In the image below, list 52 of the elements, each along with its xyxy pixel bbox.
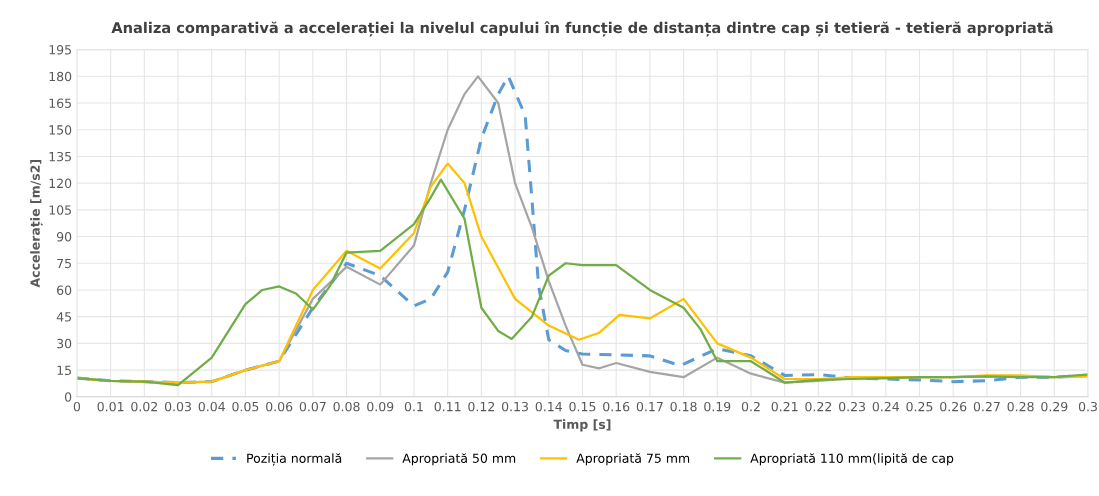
legend-label: Apropriată 50 mm	[402, 453, 516, 466]
y-tick-label: 120	[49, 178, 72, 189]
x-tick-label: 0.15	[569, 401, 596, 412]
y-tick-label: 60	[57, 285, 72, 295]
y-tick-label: 180	[49, 71, 72, 82]
x-tick-label: 0.19	[704, 401, 731, 412]
x-tick-label: 0.16	[603, 401, 630, 412]
x-tick-label: 0.09	[367, 401, 394, 412]
y-tick-label: 30	[57, 338, 72, 349]
x-tick-label: 0.29	[1041, 401, 1068, 412]
y-tick-label: 75	[57, 258, 71, 269]
x-tick-label: 0.14	[535, 401, 562, 412]
x-tick-label: 0.24	[872, 401, 900, 412]
y-tick-label: 15	[57, 365, 71, 376]
x-tick-label: 0.06	[266, 401, 293, 412]
x-tick-label: 0.01	[97, 401, 124, 412]
y-tick-label: 105	[49, 205, 71, 215]
x-tick-label: 0.05	[232, 401, 259, 412]
x-tick-label: 0.23	[839, 401, 866, 412]
y-tick-label: 165	[49, 98, 71, 108]
x-tick-label: 0.12	[468, 401, 495, 412]
y-tick-label: 0	[64, 392, 72, 402]
x-tick-label: 0.17	[636, 401, 663, 412]
x-tick-label: 0.13	[501, 401, 528, 412]
chart-title: Analiza comparativă a accelerației la nivelul capului în funcție de distanța dintre cap și tetieră - tetieră apropriată	[111, 21, 1053, 37]
x-tick-label: 0.28	[1007, 401, 1034, 412]
x-tick-label: 0.18	[670, 401, 697, 412]
y-axis-title: Accelerație [m/s2]	[30, 159, 43, 288]
y-tick-label: 135	[49, 151, 71, 162]
y-tick-label: 90	[56, 232, 72, 242]
y-tick-label: 150	[49, 125, 72, 135]
x-tick-label: 0.2	[741, 401, 760, 412]
x-tick-label: 0.27	[973, 401, 1000, 412]
legend-label: Poziția normală	[247, 453, 342, 466]
x-tick-label: 0.07	[299, 401, 326, 412]
x-tick-label: 0.08	[333, 401, 360, 412]
y-tick-label: 195	[49, 45, 71, 55]
x-axis-title: Timp [s]	[553, 419, 611, 432]
x-tick-label: 0.11	[434, 401, 461, 412]
x-tick-label: 0.1	[404, 401, 423, 412]
x-tick-label: 0.04	[198, 401, 225, 412]
x-tick-label: 0.02	[131, 401, 157, 412]
x-tick-label: 0.03	[164, 401, 191, 412]
x-tick-label: 0.25	[906, 401, 933, 412]
x-tick-label: 0.3	[1078, 401, 1097, 412]
x-tick-label: 0.22	[805, 401, 832, 412]
legend-label: Apropriată 75 mm	[576, 453, 690, 466]
x-tick-label: 0.26	[940, 401, 967, 412]
y-tick-label: 45	[56, 312, 71, 322]
x-tick-label: 0.21	[771, 401, 798, 412]
legend-label: Apropriată 110 mm(lipită de cap	[750, 453, 954, 466]
x-tick-label: 0	[73, 401, 81, 412]
